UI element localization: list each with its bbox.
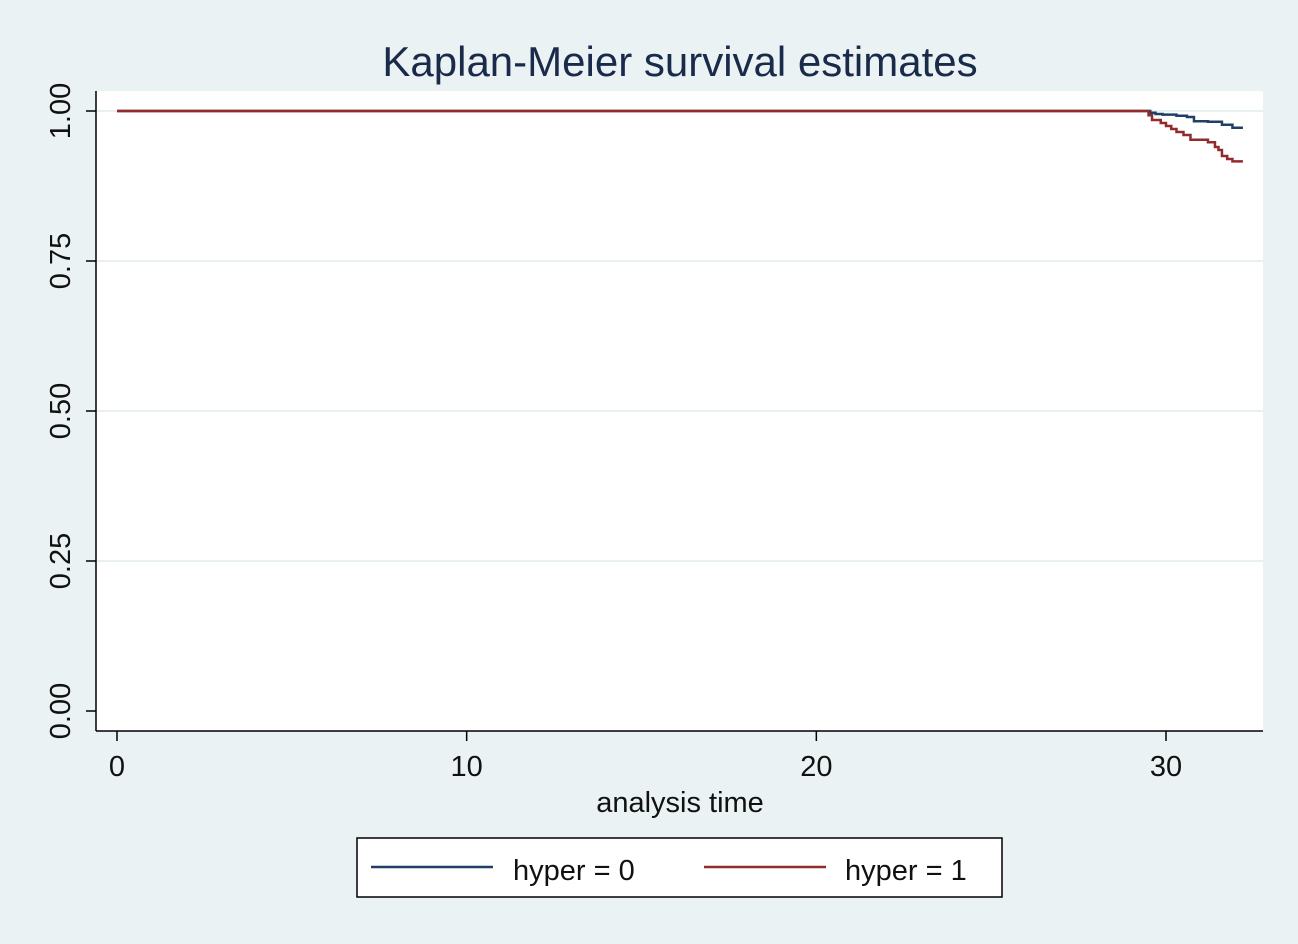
series-line-hyper-0: [117, 109, 1243, 130]
x-tick-label: 10: [451, 751, 483, 783]
y-tick-label: 0.75: [45, 233, 77, 289]
y-tick-label: 0.00: [45, 683, 77, 739]
series-line-hyper-1: [117, 109, 1243, 163]
y-axis-ticks: 0.00 0.25 0.50 0.75 1.00: [45, 83, 96, 739]
y-tick-label: 0.25: [45, 533, 77, 589]
x-tick-label: 0: [109, 751, 125, 783]
y-tick-label: 0.50: [45, 383, 77, 439]
legend-label-hyper-0: hyper = 0: [513, 855, 635, 887]
legend: hyper = 0 hyper = 1: [356, 837, 1003, 898]
x-tick-label: 30: [1150, 751, 1182, 783]
x-axis-title: analysis time: [596, 787, 764, 819]
x-axis-ticks: 0 10 20 30: [109, 731, 1182, 783]
y-tick-label: 1.00: [45, 83, 77, 139]
x-tick-label: 20: [800, 751, 832, 783]
legend-label-hyper-1: hyper = 1: [845, 855, 967, 887]
series-lines: [117, 109, 1243, 163]
chart-title: Kaplan-Meier survival estimates: [382, 38, 977, 85]
